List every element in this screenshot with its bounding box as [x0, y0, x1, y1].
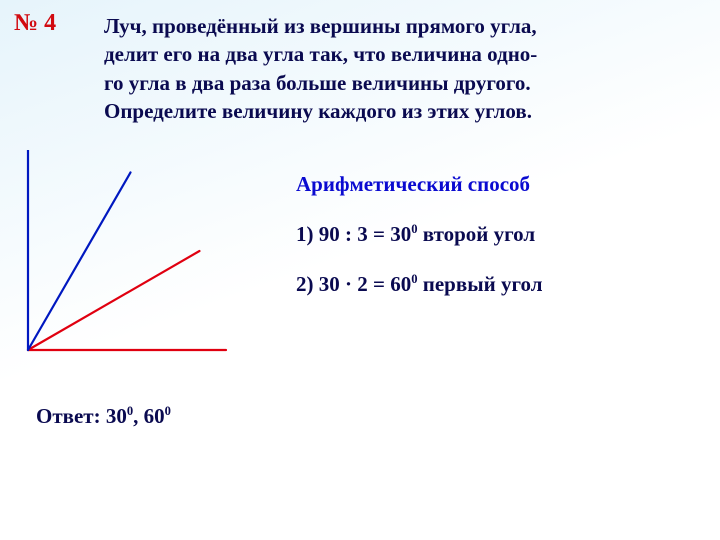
- problem-text-line3: го угла в два раза больше величины друго…: [104, 71, 531, 95]
- problem-text-line4: Определите величину каждого из этих угло…: [104, 99, 532, 123]
- degree-mark: 0: [165, 404, 171, 418]
- answer-pre: Ответ: 30: [36, 404, 127, 428]
- angle-diagram: [18, 150, 228, 360]
- solution-step-1: 1) 90 : 3 = 300 второй угол: [296, 222, 535, 247]
- problem-number: № 4: [14, 10, 56, 37]
- problem-text-line2: делит его на два угла так, что величина …: [104, 42, 537, 66]
- solution-step-2: 2) 30 · 2 = 600 первый угол: [296, 272, 542, 297]
- answer-mid: , 60: [133, 404, 165, 428]
- method-title: Арифметический способ: [296, 172, 530, 197]
- step1-label: второй угол: [418, 222, 536, 246]
- problem-text: Луч, проведённый из вершины прямого угла…: [104, 12, 704, 125]
- step1-expr: 1) 90 : 3 = 30: [296, 222, 411, 246]
- problem-text-line1: Луч, проведённый из вершины прямого угла…: [104, 14, 537, 38]
- step2-label: первый угол: [418, 272, 543, 296]
- ray: [28, 251, 199, 350]
- answer-line: Ответ: 300, 600: [36, 404, 171, 429]
- ray: [28, 172, 131, 350]
- step2-expr: 2) 30 · 2 = 60: [296, 272, 411, 296]
